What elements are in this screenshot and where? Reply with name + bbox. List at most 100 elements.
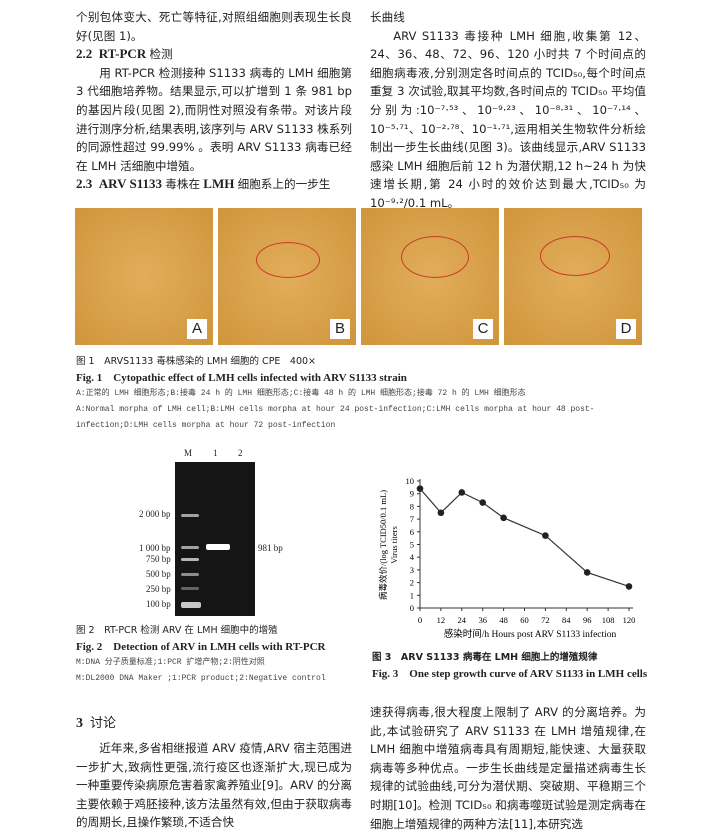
lane-label: M	[184, 448, 193, 458]
lane-label: 1	[213, 448, 218, 458]
heading-number: 3	[76, 716, 83, 731]
heading-text: ARV S1133	[98, 176, 162, 192]
lane-label: 2	[238, 448, 243, 458]
x-tick-label: 96	[583, 615, 592, 625]
section-heading-3: 3 讨论	[76, 712, 116, 732]
band-size-label: 981 bp	[258, 543, 283, 553]
data-point	[437, 509, 445, 517]
heading-number: 2.2	[76, 46, 93, 62]
caption-note-zh: M:DNA 分子质量标准;1:PCR 扩增产物;2:阴性对照	[76, 658, 265, 667]
panel-label: A	[187, 319, 207, 339]
data-point	[583, 569, 591, 576]
marker-band	[181, 546, 199, 549]
marker-band	[181, 602, 201, 608]
data-point	[625, 583, 633, 590]
x-tick-label: 60	[520, 615, 529, 625]
y-tick-label: 1	[410, 590, 414, 600]
panel-label: B	[330, 319, 350, 339]
paragraph: 用 RT-PCR 检测接种 S1133 病毒的 LMH 细胞第 3 代细胞培养物…	[76, 65, 352, 173]
right-column-top: 长曲线 ARV S1133 毒接种 LMH 细胞,收集第 12、24、36、48…	[370, 8, 646, 213]
paragraph: 长曲线	[370, 10, 405, 24]
fig3-caption: 图 3 ARV S1133 病毒在 LMH 细胞上的增殖规律 Fig. 3 On…	[372, 650, 672, 682]
x-tick-label: 0	[418, 615, 422, 625]
y-tick-label: 0	[410, 603, 414, 613]
data-point	[500, 514, 507, 522]
right-column-bottom: 速获得病毒,很大程度上限制了 ARV 的分离培养。为此,本试验研究了 ARV S…	[370, 703, 646, 833]
heading-text: LMH	[203, 176, 235, 192]
marker-band	[181, 587, 199, 590]
marker-band	[181, 514, 199, 517]
x-tick-label: 108	[602, 615, 615, 625]
caption-zh: 图 3 ARV S1133 病毒在 LMH 细胞上的增殖规律	[372, 652, 598, 663]
heading-number: 2.3	[76, 176, 93, 192]
fig1-caption: 图 1 ARVS1133 毒株感染的 LMH 细胞的 CPE 400× Fig.…	[76, 354, 646, 434]
series-line	[419, 488, 630, 587]
y-tick-label: 8	[410, 501, 414, 511]
y-axis-label: 病毒效价/(log TCID50/0.1 mL)	[378, 490, 388, 600]
pcr-band	[206, 544, 230, 550]
y-tick-label: 6	[410, 527, 414, 537]
data-point	[542, 532, 549, 539]
axes	[419, 479, 633, 609]
micrograph-d: D	[504, 208, 642, 345]
marker-band	[181, 558, 199, 561]
paragraph: ARV S1133 毒接种 LMH 细胞,收集第 12、24、36、48、72、…	[370, 28, 646, 210]
caption-note-zh: A:正常的 LMH 细胞形态;B:接毒 24 h 的 LMH 细胞形态;C:接毒…	[76, 389, 526, 398]
panel-label: C	[473, 319, 493, 339]
marker-label: 500 bp	[146, 569, 171, 579]
caption-en: Fig. 3 One step growth curve of ARV S113…	[372, 668, 648, 680]
left-column-bottom: 近年来,多省相继报道 ARV 疫情,ARV 宿主范围进一步扩大,致病性更强,流行…	[76, 739, 352, 832]
x-tick-label: 24	[458, 615, 467, 625]
marker-label: 2 000 bp	[139, 509, 171, 519]
marker-band	[181, 573, 199, 576]
data-point	[479, 499, 486, 506]
y-tick-label: 7	[410, 514, 414, 524]
caption-en: Fig. 1 Cytopathic effect of LMH cells in…	[76, 372, 407, 384]
micrograph-a: A	[75, 208, 213, 345]
panel-label: D	[616, 319, 636, 339]
highlight-ellipse	[540, 236, 610, 276]
fig2-caption: 图 2 RT-PCR 检测 ARV 在 LMH 细胞中的增殖 Fig. 2 De…	[76, 623, 356, 687]
heading-text: 检测	[149, 47, 173, 62]
gel-image	[175, 462, 255, 616]
highlight-ellipse	[256, 242, 320, 278]
micrograph-c: C	[361, 208, 499, 345]
caption-note-en: A:Normal morpha of LMH cell;B:LMH cells …	[76, 405, 595, 430]
x-tick-label: 72	[541, 615, 550, 625]
y-tick-label: 4	[410, 552, 415, 562]
heading-text: RT-PCR	[98, 46, 147, 62]
x-tick-label: 12	[437, 615, 446, 625]
y-tick-label: 9	[410, 489, 414, 499]
marker-label: 250 bp	[146, 584, 171, 594]
x-tick-label: 84	[562, 615, 571, 625]
highlight-ellipse	[401, 236, 469, 278]
y-tick-label: 5	[410, 540, 414, 550]
y-tick-label: 3	[410, 565, 414, 575]
left-column-top: 个别包体变大、死亡等特征,对照组细胞则表现生长良好(见图 1)。 2.2 RT-…	[76, 8, 352, 194]
caption-zh: 图 1 ARVS1133 毒株感染的 LMH 细胞的 CPE 400×	[76, 356, 317, 367]
heading-text: 细胞系上的一步生	[237, 177, 331, 192]
x-tick-label: 48	[499, 615, 508, 625]
x-tick-label: 120	[623, 615, 636, 625]
y-axis-label-en: Virus titers	[389, 526, 399, 564]
section-heading-2-3: 2.3 ARV S1133 毒株在 LMH 细胞系上的一步生	[76, 175, 352, 194]
data-point	[458, 489, 466, 496]
paragraph: 速获得病毒,很大程度上限制了 ARV 的分离培养。为此,本试验研究了 ARV S…	[370, 705, 646, 831]
y-tick-label: 2	[410, 578, 414, 588]
marker-label: 750 bp	[146, 554, 171, 564]
x-axis-label: 感染时间/h Hours post ARV S1133 infection	[444, 628, 617, 640]
heading-text: 讨论	[90, 716, 117, 731]
marker-label: 100 bp	[146, 599, 171, 609]
data-point	[416, 485, 424, 492]
paragraph: 近年来,多省相继报道 ARV 疫情,ARV 宿主范围进一步扩大,致病性更强,流行…	[76, 741, 352, 830]
heading-text: 毒株在	[165, 177, 201, 192]
paragraph: 个别包体变大、死亡等特征,对照组细胞则表现生长良好(见图 1)。	[76, 10, 352, 43]
caption-note-en: M:DL2000 DNA Maker ;1:PCR product;2:Nega…	[76, 674, 326, 683]
y-tick-label: 10	[406, 476, 415, 486]
caption-en: Fig. 2 Detection of ARV in LMH cells wit…	[76, 641, 326, 653]
marker-label: 1 000 bp	[139, 543, 171, 553]
section-heading-2-2: 2.2 RT-PCR 检测	[76, 45, 352, 64]
caption-zh: 图 2 RT-PCR 检测 ARV 在 LMH 细胞中的增殖	[76, 625, 278, 636]
